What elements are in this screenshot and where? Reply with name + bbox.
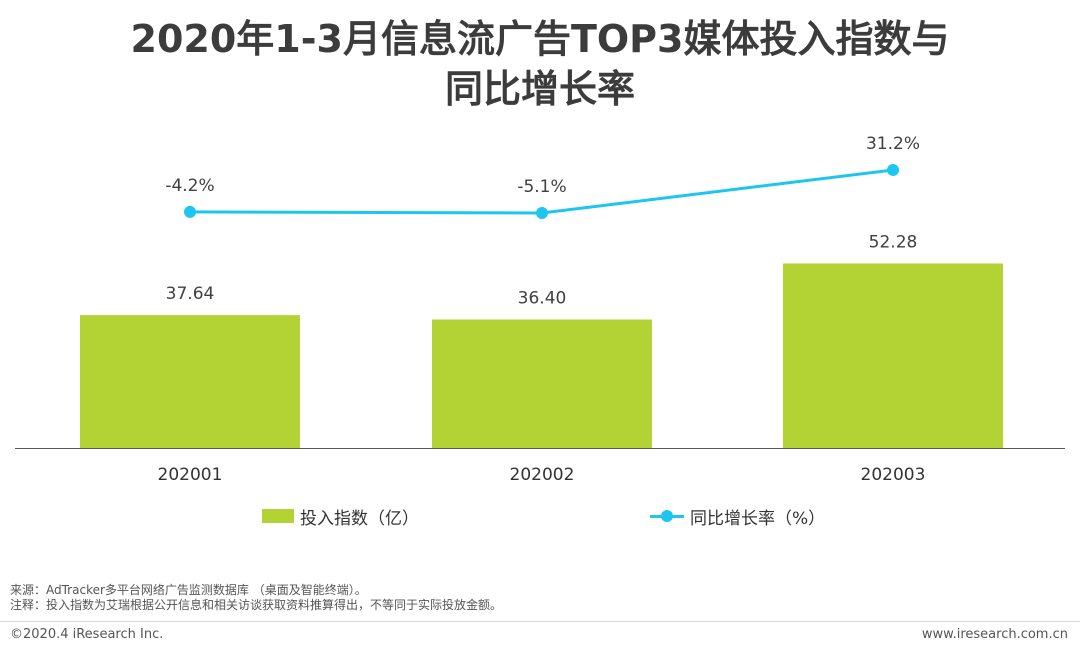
bar-value-label-202002: 36.40	[518, 289, 567, 309]
website-link: www.iresearch.com.cn	[921, 627, 1068, 642]
x-tick-label-202002: 202002	[510, 465, 575, 485]
chart-title-line-1: 2020年1-3月信息流广告TOP3媒体投入指数与	[130, 17, 950, 61]
legend: 投入指数（亿） 同比增长率（%）	[0, 502, 1080, 530]
bar-202003	[783, 263, 1003, 448]
legend-item-bar: 投入指数（亿）	[262, 502, 419, 530]
growth-point-202001	[184, 205, 196, 218]
growth-point-202002	[536, 207, 548, 219]
growth-label-202003: 31.2%	[866, 134, 920, 154]
bar-value-label-202003: 52.28	[869, 232, 918, 252]
bar-202001	[80, 315, 300, 448]
bar-value-label-202001: 37.64	[166, 284, 215, 304]
annotation-note: 注释：投入指数为艾瑞根据公开信息和相关访谈获取资料推算得出，不等同于实际投放金额…	[10, 598, 503, 612]
chart-title: 2020年1-3月信息流广告TOP3媒体投入指数与 同比增长率	[0, 14, 1080, 114]
source-note: 来源：AdTracker多平台网络广告监测数据库 （桌面及智能终端）。	[10, 583, 367, 597]
legend-line-swatch	[650, 509, 684, 523]
legend-bar-label: 投入指数（亿）	[300, 508, 419, 529]
copyright: ©2020.4 iResearch Inc.	[10, 627, 164, 642]
x-tick-label-202001: 202001	[158, 465, 223, 485]
growth-label-202002: -5.1%	[517, 177, 566, 197]
legend-bar-swatch	[262, 509, 294, 523]
growth-point-202003	[887, 164, 899, 176]
x-tick-label-202003: 202003	[861, 465, 926, 485]
bar-202002	[432, 319, 652, 448]
legend-item-line: 同比增长率（%）	[650, 502, 825, 530]
growth-label-202001: -4.2%	[165, 176, 214, 196]
footnotes: 来源：AdTracker多平台网络广告监测数据库 （桌面及智能终端）。 注释：投…	[10, 583, 502, 613]
chart-title-line-2: 同比增长率	[444, 67, 635, 111]
legend-line-label: 同比增长率（%）	[690, 508, 826, 529]
footer-divider	[0, 621, 1080, 622]
